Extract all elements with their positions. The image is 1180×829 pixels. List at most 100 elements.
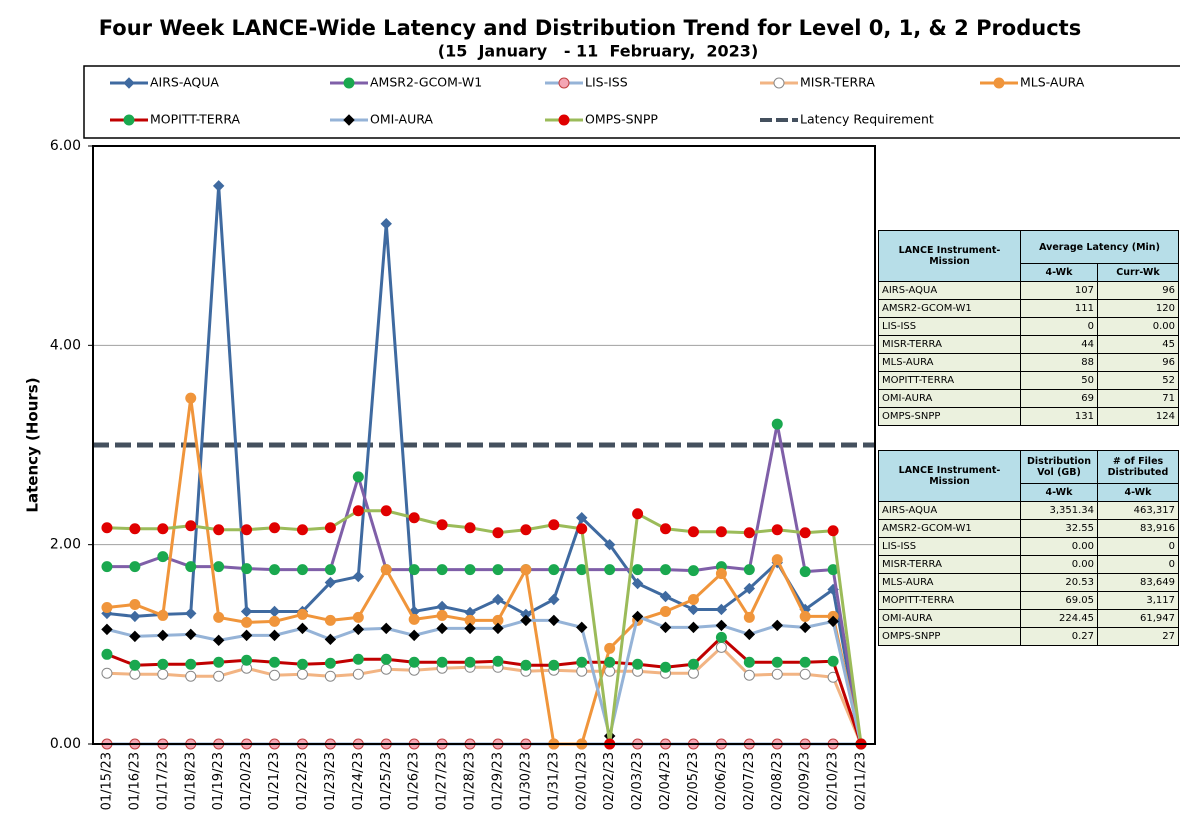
data-point [492, 564, 504, 576]
header-cell: Distribution Vol (GB) [1020, 450, 1098, 484]
data-point [715, 641, 727, 653]
data-point [380, 218, 392, 230]
x-tick-label: 02/08/23 [770, 752, 785, 810]
table-row: LIS-ISS 0.00 0 [878, 537, 1179, 556]
table-cell: 32.55 [1020, 519, 1098, 538]
data-point [743, 564, 755, 576]
table-cell: 107 [1020, 281, 1098, 300]
data-point [185, 658, 197, 670]
data-point [743, 628, 756, 641]
data-point [157, 658, 169, 670]
data-point [352, 611, 364, 623]
data-point [520, 564, 532, 576]
data-point [660, 523, 672, 535]
legend-label: MLS-AURA [1020, 75, 1085, 90]
table-row: AIRS-AQUA 3,351.34 463,317 [878, 501, 1179, 520]
legend-label: OMI-AURA [370, 112, 433, 127]
latency-table: LANCE Instrument-Mission Average Latency … [878, 230, 1180, 426]
series-line [106, 614, 863, 745]
data-point [660, 564, 672, 576]
header-cell: Average Latency (Min) [1019, 230, 1180, 264]
table-cell: 69 [1020, 389, 1098, 408]
data-point [269, 615, 281, 627]
table-cell: 61,947 [1097, 609, 1179, 628]
x-tick-label: 02/06/23 [714, 752, 729, 810]
x-tick-label: 02/01/23 [574, 752, 589, 810]
table-cell: 50 [1020, 371, 1098, 390]
table-cell: OMPS-SNPP [878, 627, 1021, 646]
data-point [743, 669, 755, 681]
table-cell: LIS-ISS [878, 317, 1021, 336]
data-point [380, 653, 392, 665]
data-point [520, 524, 532, 536]
data-point [715, 603, 728, 616]
data-point [213, 561, 225, 573]
table-row: AIRS-AQUA 107 96 [878, 281, 1180, 300]
table-row: OMPS-SNPP 131 124 [878, 407, 1180, 426]
data-point [185, 392, 197, 404]
data-point [464, 522, 476, 534]
data-point [687, 526, 699, 538]
x-tick-label: 02/05/23 [686, 752, 701, 810]
data-point [352, 505, 364, 517]
data-point [771, 668, 783, 680]
series-line [106, 509, 863, 746]
data-point [296, 608, 308, 620]
data-point [604, 656, 616, 668]
data-point [212, 180, 225, 192]
data-point [269, 656, 281, 668]
data-point [380, 622, 392, 635]
data-point [603, 538, 616, 551]
table-cell: 3,351.34 [1020, 501, 1098, 520]
table-cell: 0.27 [1020, 627, 1098, 646]
subheader-cell: 4-Wk [1020, 263, 1098, 282]
table-row: AMSR2-GCOM-W1 111 120 [878, 299, 1180, 318]
table-cell: 463,317 [1097, 501, 1179, 520]
data-point [129, 659, 141, 671]
y-tick-label: 0.00 [50, 736, 81, 752]
data-point [157, 609, 169, 621]
legend-label: Latency Requirement [800, 112, 934, 127]
data-point [408, 656, 420, 668]
data-point [101, 601, 113, 613]
header-row: LANCE Instrument-Mission Average Latency … [878, 230, 1180, 282]
table-cell: 69.05 [1020, 591, 1098, 610]
data-point [520, 659, 532, 671]
data-point [576, 656, 588, 668]
data-point [324, 576, 337, 589]
data-point [269, 522, 281, 534]
data-point [492, 527, 504, 539]
table-cell: 0.00 [1096, 317, 1180, 336]
table-row: OMI-AURA 224.45 61,947 [878, 609, 1179, 628]
data-point [632, 658, 644, 670]
data-point [799, 610, 811, 622]
data-point [743, 611, 755, 623]
series-line [106, 396, 863, 746]
table-cell: 96 [1096, 353, 1180, 372]
data-point [743, 656, 755, 668]
data-point [743, 582, 756, 595]
table-row: OMI-AURA 69 71 [878, 389, 1180, 408]
x-tick-label: 02/10/23 [826, 752, 841, 810]
x-tick-label: 02/11/23 [854, 752, 869, 810]
data-point [352, 471, 364, 483]
data-point [576, 512, 588, 524]
data-point [632, 508, 644, 520]
legend-label: AIRS-AQUA [150, 75, 219, 90]
x-tick-label: 01/17/23 [155, 752, 170, 810]
table-cell: 3,117 [1097, 591, 1179, 610]
data-point [687, 603, 700, 616]
table-cell: 88 [1020, 353, 1098, 372]
legend-marker [123, 77, 135, 89]
table-cell: MOPITT-TERRA [878, 591, 1021, 610]
data-point [241, 616, 253, 628]
data-point [548, 659, 560, 671]
x-tick-label: 01/20/23 [239, 752, 254, 810]
data-point [799, 621, 811, 634]
data-point [296, 524, 308, 536]
table-row: MLS-AURA 88 96 [878, 353, 1180, 372]
data-point [380, 505, 392, 517]
distribution-table: LANCE Instrument-Mission Distribution Vol… [878, 450, 1179, 646]
data-point [296, 668, 308, 680]
x-tick-label: 01/24/23 [351, 752, 366, 810]
